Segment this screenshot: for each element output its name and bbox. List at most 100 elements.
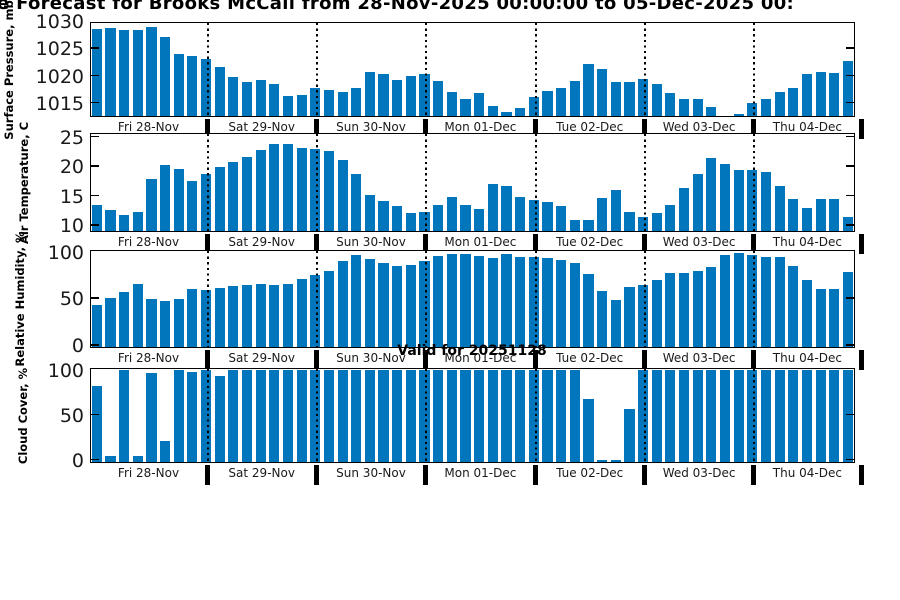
air-temperature-bar — [624, 212, 635, 231]
relative-humidity-bar — [542, 258, 553, 347]
y-tick-label: 1015 — [35, 92, 84, 115]
air-temperature-bar — [542, 202, 553, 231]
day-tick-mark — [751, 464, 757, 485]
air-temperature-bar — [719, 163, 731, 231]
air-temperature-bar — [146, 178, 157, 231]
x-tick-label: Wed 03-Dec — [662, 351, 736, 365]
relative-humidity-bar — [433, 255, 444, 347]
day-divider-line — [534, 23, 537, 116]
y-tick-mark — [91, 458, 99, 461]
surface-pressure-bar — [692, 98, 703, 116]
air-temperature-bar — [433, 204, 444, 231]
y-tick-mark — [846, 344, 854, 346]
y-tick-mark — [91, 194, 99, 197]
surface-pressure-bar — [678, 98, 690, 116]
relative-humidity-bar — [446, 253, 457, 347]
cloud-cover-bar — [801, 369, 813, 462]
relative-humidity-bar — [556, 260, 567, 347]
surface-pressure-bar — [269, 83, 280, 116]
surface-pressure-bar — [542, 91, 553, 116]
relative-humidity-bar — [637, 285, 649, 347]
x-tick-label: Mon 01-Dec — [444, 120, 517, 134]
day-divider-line — [643, 134, 646, 231]
x-tick-label: Fri 28-Nov — [117, 466, 180, 480]
surface-pressure-bar — [528, 96, 539, 116]
air-temperature-bar — [665, 204, 676, 231]
surface-pressure-bar — [364, 72, 376, 116]
relative-humidity-bar — [310, 275, 321, 347]
relative-humidity-bar — [405, 264, 416, 347]
x-tick-label: Mon 01-Dec — [444, 466, 517, 480]
cloud-cover-bar — [214, 376, 225, 462]
y-tick-label: 20 — [59, 156, 84, 179]
y-tick-mark — [91, 413, 99, 416]
day-tick-mark — [204, 349, 210, 370]
cloud-cover-bar — [624, 409, 635, 462]
y-tick-label: 100 — [47, 359, 84, 382]
day-tick-mark — [204, 118, 210, 139]
day-divider-line — [425, 134, 428, 231]
cloud-cover-bar — [542, 369, 553, 462]
cloud-cover-bar — [173, 369, 184, 462]
surface-pressure-bar — [815, 72, 826, 116]
y-tick-label: 15 — [59, 185, 84, 208]
y-tick-label: 25 — [59, 126, 84, 149]
air-temperature-bar — [733, 170, 744, 231]
y-tick-mark — [846, 297, 854, 300]
relative-humidity-bar — [501, 253, 512, 347]
cloud-cover-bar — [556, 369, 567, 462]
surface-pressure-bar — [282, 95, 294, 116]
cloud-cover-axis-label: Cloud Cover, % — [16, 367, 30, 464]
cloud-cover-bar — [515, 369, 526, 462]
relative-humidity-bar — [747, 254, 758, 347]
air-temperature-bar — [419, 212, 430, 231]
y-tick-mark — [91, 165, 99, 167]
surface-pressure-bar — [173, 53, 184, 116]
relative-humidity-bar — [173, 298, 184, 347]
cloud-cover-bar — [733, 369, 744, 462]
air-temperature-bar — [228, 161, 239, 231]
cloud-cover-bar — [364, 369, 376, 462]
cloud-cover-bar — [774, 369, 785, 462]
x-tick-label: Mon 01-Dec — [444, 351, 517, 365]
surface-pressure-bar — [637, 79, 649, 116]
relative-humidity-bar — [706, 266, 717, 347]
cloud-cover-bar — [228, 369, 239, 462]
cloud-cover-bar — [815, 369, 826, 462]
cloud-cover-bar — [678, 369, 690, 462]
cloud-cover-bar — [187, 372, 198, 462]
y-tick-label: 10 — [59, 215, 84, 238]
x-tick-label: Tue 02-Dec — [556, 466, 624, 480]
x-tick-label: Fri 28-Nov — [117, 120, 180, 134]
surface-pressure-bar — [788, 88, 799, 116]
y-tick-label: 50 — [59, 404, 84, 427]
x-tick-label: Sat 29-Nov — [228, 120, 295, 134]
air-temperature-bar — [583, 220, 594, 231]
x-tick-label: Thu 04-Dec — [772, 235, 842, 249]
surface-pressure-bar — [392, 80, 403, 116]
day-tick-mark — [423, 118, 429, 139]
relative-humidity-bar — [815, 289, 826, 347]
day-divider-line — [315, 23, 318, 116]
x-tick-label: Thu 04-Dec — [772, 466, 842, 480]
air-temperature-bar — [446, 196, 457, 231]
relative-humidity-bar — [119, 291, 130, 347]
relative-humidity-bar — [788, 265, 799, 347]
relative-humidity-bar — [255, 283, 266, 347]
cloud-cover-bar — [323, 369, 335, 462]
air-temperature-bar — [692, 174, 703, 231]
day-tick-mark — [423, 233, 429, 254]
surface-pressure-bar — [419, 74, 430, 116]
surface-pressure-bar — [323, 90, 335, 116]
y-tick-mark — [91, 344, 99, 346]
relative-humidity-bar — [296, 278, 307, 347]
relative-humidity-bar — [719, 254, 731, 347]
surface-pressure-bar — [91, 29, 102, 116]
day-divider-line — [206, 251, 209, 347]
y-tick-mark — [846, 47, 854, 49]
relative-humidity-bar — [474, 255, 485, 347]
y-tick-label: 1030 — [35, 11, 84, 33]
cloud-cover-bar — [706, 369, 717, 462]
surface-pressure-bar — [487, 106, 498, 116]
day-tick-mark — [532, 233, 538, 254]
